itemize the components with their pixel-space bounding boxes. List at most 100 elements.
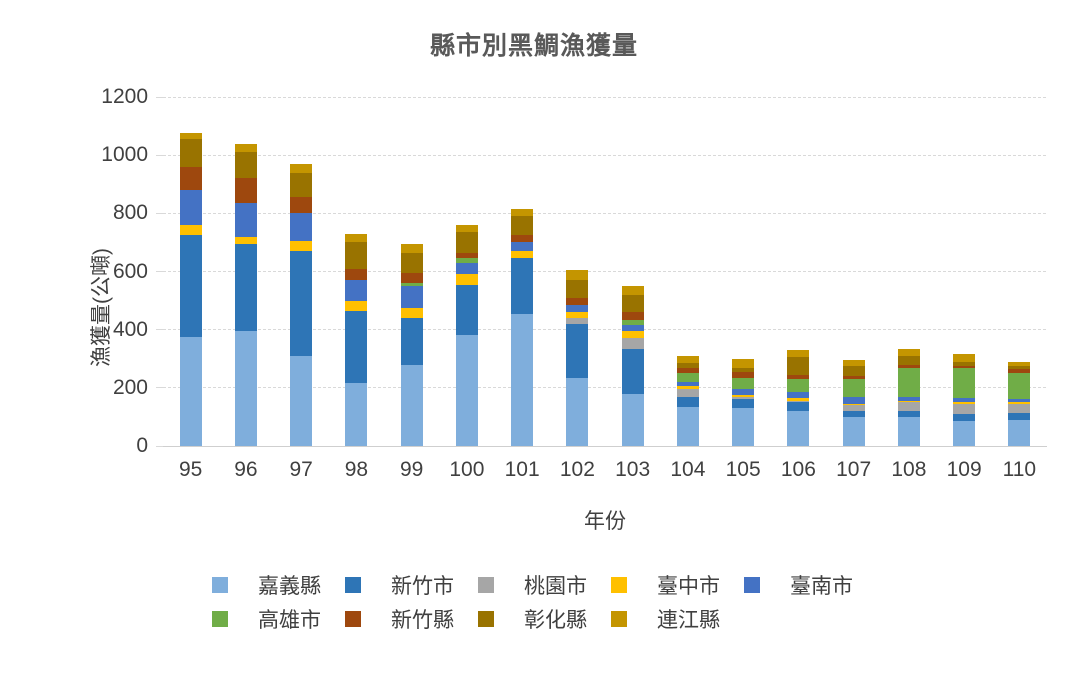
bar-segment[interactable] [234,236,257,244]
bar-segment[interactable] [455,284,478,336]
stacked-bar[interactable] [400,243,423,446]
bar-segment[interactable] [179,139,202,167]
bar-segment[interactable] [953,421,976,446]
bar-segment[interactable] [400,272,423,284]
bar-segment[interactable] [787,411,810,446]
bar-segment[interactable] [345,310,368,384]
bar-segment[interactable] [732,408,755,446]
bar-segment[interactable] [455,262,478,275]
stacked-bar[interactable] [732,358,755,446]
bar-segment[interactable] [897,355,920,365]
bar-segment[interactable] [732,371,755,378]
bar-segment[interactable] [732,389,755,396]
bar-segment[interactable] [290,355,313,446]
bar-segment[interactable] [676,355,699,364]
bar-segment[interactable] [953,403,976,415]
bar-segment[interactable] [787,402,810,412]
bar-segment[interactable] [345,383,368,446]
bar-segment[interactable] [842,379,865,397]
bar-segment[interactable] [400,252,423,273]
bar-segment[interactable] [842,360,865,367]
stacked-bar[interactable] [511,209,534,446]
bar-segment[interactable] [400,318,423,365]
bar-segment[interactable] [676,406,699,446]
bar-segment[interactable] [566,318,589,324]
bar-segment[interactable] [732,377,755,390]
bar-segment[interactable] [566,270,589,281]
bar-segment[interactable] [179,224,202,236]
stacked-bar[interactable] [566,270,589,446]
bar-segment[interactable] [842,366,865,377]
bar-segment[interactable] [732,399,755,409]
bar-segment[interactable] [953,414,976,422]
bar-segment[interactable] [345,233,368,243]
stacked-bar[interactable] [1008,361,1031,446]
bar-segment[interactable] [345,268,368,281]
bar-segment[interactable] [953,398,976,403]
legend-item[interactable]: 連江縣 [611,604,744,634]
bar-segment[interactable] [234,331,257,446]
bar-segment[interactable] [290,240,313,252]
bar-segment[interactable] [511,251,534,259]
bar-segment[interactable] [953,361,976,367]
bar-segment[interactable] [234,178,257,204]
bar-segment[interactable] [897,416,920,446]
legend-item[interactable]: 嘉義縣 [212,570,345,600]
bar-segment[interactable] [511,313,534,446]
legend-item[interactable]: 高雄市 [212,604,345,634]
bar-segment[interactable] [566,377,589,446]
bar-segment[interactable] [732,358,755,368]
bar-segment[interactable] [621,325,644,332]
bar-segment[interactable] [1008,412,1031,420]
stacked-bar[interactable] [234,143,257,446]
bar-segment[interactable] [566,304,589,313]
bar-segment[interactable] [676,373,699,383]
bar-segment[interactable] [621,319,644,326]
bar-segment[interactable] [345,280,368,301]
bar-segment[interactable] [842,416,865,446]
bar-segment[interactable] [676,382,699,387]
bar-segment[interactable] [1008,403,1031,413]
bar-segment[interactable] [566,312,589,319]
stacked-bar[interactable] [953,354,976,446]
stacked-bar[interactable] [179,133,202,446]
bar-segment[interactable] [1008,368,1031,374]
bar-segment[interactable] [842,376,865,380]
bar-segment[interactable] [290,197,313,214]
bar-segment[interactable] [732,367,755,372]
bar-segment[interactable] [511,242,534,252]
bar-segment[interactable] [787,400,810,403]
bar-segment[interactable] [234,203,257,237]
legend-item[interactable]: 新竹縣 [345,604,478,634]
bar-segment[interactable] [566,323,589,378]
bar-segment[interactable] [842,411,865,417]
bar-segment[interactable] [511,258,534,314]
bar-segment[interactable] [842,396,865,404]
stacked-bar[interactable] [455,225,478,446]
bar-segment[interactable] [566,280,589,298]
bar-segment[interactable] [953,366,976,368]
stacked-bar[interactable] [842,360,865,446]
stacked-bar[interactable] [787,350,810,446]
bar-segment[interactable] [676,396,699,407]
bar-segment[interactable] [897,411,920,417]
bar-segment[interactable] [455,225,478,233]
bar-segment[interactable] [842,405,865,412]
bar-segment[interactable] [1008,399,1031,403]
bar-segment[interactable] [290,213,313,241]
bar-segment[interactable] [1008,366,1031,369]
bar-segment[interactable] [953,367,976,399]
bar-segment[interactable] [787,357,810,375]
stacked-bar[interactable] [676,355,699,446]
bar-segment[interactable] [455,232,478,253]
bar-segment[interactable] [400,364,423,446]
bar-segment[interactable] [732,396,755,400]
bar-segment[interactable] [455,258,478,263]
bar-segment[interactable] [897,367,920,397]
bar-segment[interactable] [179,336,202,446]
bar-segment[interactable] [897,396,920,401]
legend-item[interactable]: 臺南市 [744,570,877,600]
legend-item[interactable]: 桃園市 [478,570,611,600]
bar-segment[interactable] [290,163,313,173]
bar-segment[interactable] [621,338,644,349]
